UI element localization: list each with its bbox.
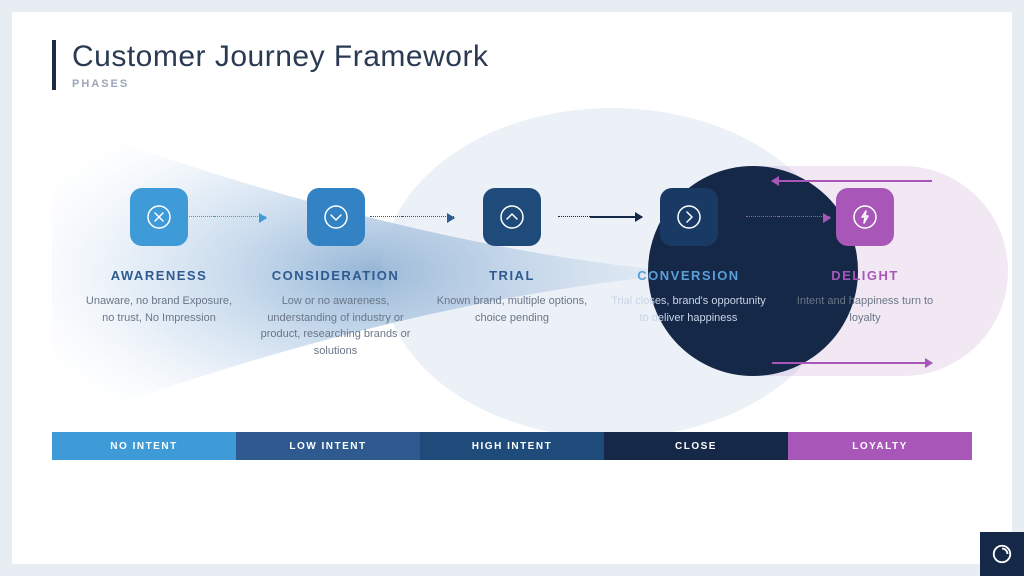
circle-chevron-right-icon: [660, 188, 718, 246]
intent-bar: NO INTENTLOW INTENTHIGH INTENTCLOSELOYAL…: [52, 432, 972, 460]
phase-conversion: CONVERSION Trial closes, brand's opportu…: [602, 188, 776, 359]
phases-row: AWARENESS Unaware, no brand Exposure, no…: [52, 188, 972, 359]
phase-title: AWARENESS: [72, 268, 246, 283]
phase-desc: Trial closes, brand's opportunity to del…: [602, 293, 776, 326]
intent-segment-no-intent: NO INTENT: [52, 432, 236, 460]
connector-dotted: [182, 216, 216, 217]
phase-title: TRIAL: [425, 268, 599, 283]
phase-consideration: CONSIDERATION Low or no awareness, under…: [249, 188, 423, 359]
title-block: Customer Journey Framework PHASES: [52, 40, 972, 90]
phase-awareness: AWARENESS Unaware, no brand Exposure, no…: [72, 188, 246, 359]
circle-x-icon: [130, 188, 188, 246]
phase-delight: DELIGHT Intent and happiness turn to loy…: [778, 188, 952, 359]
diagram-canvas: AWARENESS Unaware, no brand Exposure, no…: [52, 98, 972, 468]
phase-desc: Known brand, multiple options, choice pe…: [425, 293, 599, 326]
page-subtitle: PHASES: [72, 78, 972, 90]
phase-desc: Unaware, no brand Exposure, no trust, No…: [72, 293, 246, 326]
phase-title: CONSIDERATION: [249, 268, 423, 283]
circle-chevron-up-icon: [483, 188, 541, 246]
flow-arrow: [590, 216, 642, 218]
phase-desc: Intent and happiness turn to loyalty: [778, 293, 952, 326]
logo-icon: [991, 543, 1013, 565]
phase-desc: Low or no awareness, understanding of in…: [249, 293, 423, 359]
slide: Customer Journey Framework PHASES AWAREN…: [12, 12, 1012, 564]
loop-arrow: [772, 362, 932, 364]
phase-title: CONVERSION: [602, 268, 776, 283]
intent-segment-close: CLOSE: [604, 432, 788, 460]
loop-arrow: [772, 180, 932, 182]
flow-arrow: [778, 216, 830, 218]
connector-dotted: [746, 216, 780, 217]
circle-chevron-down-icon: [307, 188, 365, 246]
flow-arrow: [214, 216, 266, 218]
phase-title: DELIGHT: [778, 268, 952, 283]
circle-bolt-icon: [836, 188, 894, 246]
intent-segment-loyalty: LOYALTY: [788, 432, 972, 460]
intent-segment-low-intent: LOW INTENT: [236, 432, 420, 460]
brand-logo: [980, 532, 1024, 576]
connector-dotted: [558, 216, 592, 217]
intent-segment-high-intent: HIGH INTENT: [420, 432, 604, 460]
connector-dotted: [370, 216, 404, 217]
flow-arrow: [402, 216, 454, 218]
page-title: Customer Journey Framework: [72, 40, 972, 74]
